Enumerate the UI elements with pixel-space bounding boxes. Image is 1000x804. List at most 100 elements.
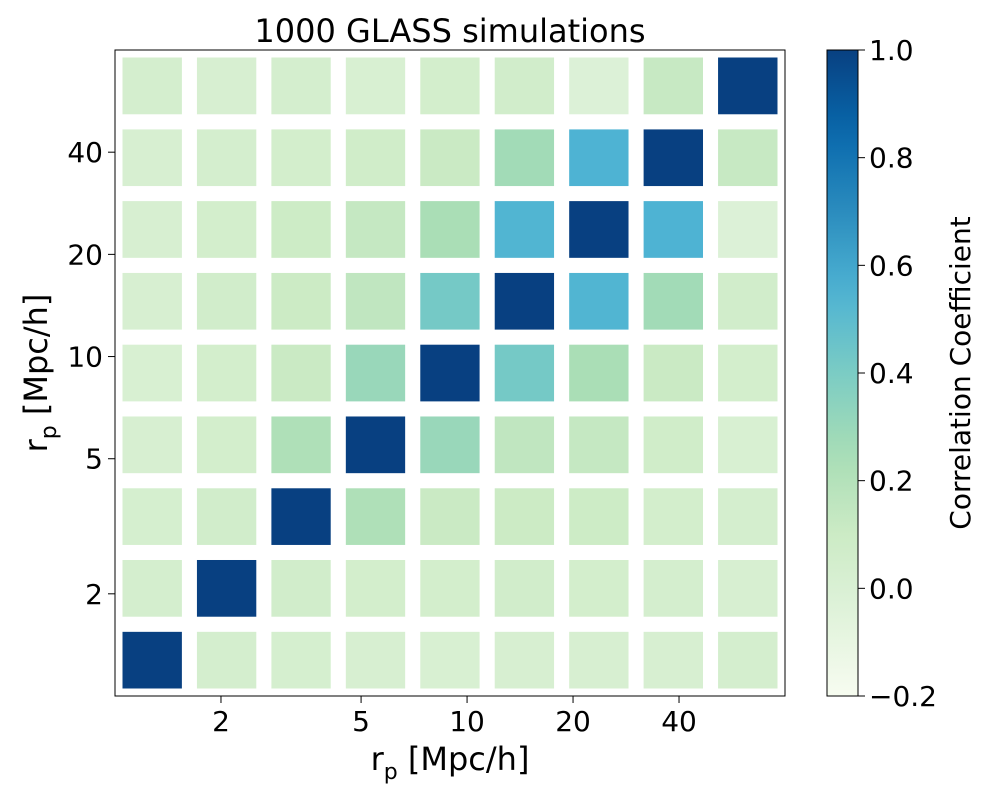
colorbar-tick-label: 0.0 — [869, 572, 914, 605]
colorbar-tick-label: 0.4 — [869, 357, 914, 390]
heatmap-cell — [181, 186, 272, 273]
heatmap-cell — [405, 473, 495, 560]
heatmap-cell — [703, 473, 793, 560]
heatmap-cell — [181, 114, 272, 202]
heatmap-cell — [330, 544, 421, 632]
heatmap-cell — [479, 473, 570, 560]
heatmap-cell — [628, 42, 719, 130]
heatmap-cell — [405, 329, 495, 417]
heatmap-cell — [405, 544, 495, 632]
heatmap-cell — [628, 114, 719, 202]
y-axis: 2 5 10 20 40 — [67, 136, 115, 611]
heatmap-cell — [479, 257, 570, 345]
heatmap-cell — [181, 401, 272, 489]
x-tick-label: 20 — [555, 705, 591, 738]
heatmap-cell — [703, 544, 793, 632]
heatmap-cell — [107, 42, 197, 130]
heatmap-cell — [554, 473, 644, 560]
heatmap-cell — [107, 114, 197, 202]
heatmap-cell — [703, 257, 793, 345]
heatmap-cells — [107, 42, 793, 704]
heatmap-cell — [107, 401, 197, 489]
heatmap-cell — [330, 186, 421, 273]
colorbar-tick-label: 0.8 — [869, 142, 914, 175]
heatmap-cell — [330, 114, 421, 202]
y-tick-label: 2 — [85, 578, 103, 611]
heatmap-cell — [554, 186, 644, 273]
heatmap-cell — [554, 42, 644, 130]
x-tick-label: 5 — [352, 705, 370, 738]
heatmap-cell — [703, 186, 793, 273]
heatmap-cell — [479, 401, 570, 489]
heatmap-cell — [256, 329, 346, 417]
heatmap-cell — [256, 186, 346, 273]
colorbar-tick-label: −0.2 — [869, 680, 937, 713]
heatmap-cell — [330, 257, 421, 345]
heatmap-cell — [330, 401, 421, 489]
y-tick-label: 40 — [67, 136, 103, 169]
heatmap-cell — [628, 616, 719, 704]
x-axis: 2 5 10 20 40 — [212, 696, 697, 738]
heatmap-cell — [628, 473, 719, 560]
heatmap-cell — [405, 257, 495, 345]
heatmap-cell — [330, 616, 421, 704]
heatmap-cell — [628, 544, 719, 632]
heatmap-cell — [107, 257, 197, 345]
colorbar-ticks: −0.2 0.0 0.2 0.4 0.6 0.8 1.0 — [858, 34, 937, 713]
heatmap-cell — [330, 42, 421, 130]
x-tick-label: 2 — [212, 705, 230, 738]
heatmap-cell — [554, 401, 644, 489]
heatmap-cell — [628, 401, 719, 489]
y-tick-label: 10 — [67, 341, 103, 374]
heatmap-cell — [405, 186, 495, 273]
heatmap-cell — [554, 329, 644, 417]
heatmap-cell — [479, 616, 570, 704]
x-tick-label: 10 — [449, 705, 485, 738]
heatmap-cell — [181, 329, 272, 417]
heatmap-cell — [703, 42, 793, 130]
heatmap-cell — [256, 42, 346, 130]
heatmap-cell — [256, 114, 346, 202]
colorbar-tick-label: 1.0 — [869, 34, 914, 67]
heatmap-cell — [405, 616, 495, 704]
y-axis-label: rp [Mpc/h] — [17, 294, 62, 453]
heatmap-cell — [479, 114, 570, 202]
heatmap-cell — [330, 329, 421, 417]
heatmap-cell — [107, 473, 197, 560]
heatmap-cell — [628, 329, 719, 417]
heatmap-cell — [330, 473, 421, 560]
heatmap-cell — [628, 257, 719, 345]
heatmap-cell — [479, 186, 570, 273]
heatmap-cell — [554, 544, 644, 632]
heatmap-cell — [628, 186, 719, 273]
heatmap-cell — [479, 544, 570, 632]
heatmap-cell — [256, 616, 346, 704]
heatmap-cell — [703, 401, 793, 489]
heatmap-cell — [256, 544, 346, 632]
y-tick-label: 20 — [67, 238, 103, 271]
heatmap-cell — [405, 114, 495, 202]
x-axis-label: rp [Mpc/h] — [371, 740, 530, 785]
plot-frame — [114, 49, 786, 697]
heatmap-cell — [107, 186, 197, 273]
heatmap-cell — [256, 473, 346, 560]
heatmap-cell — [703, 114, 793, 202]
heatmap-cell — [181, 257, 272, 345]
heatmap-cell — [554, 616, 644, 704]
heatmap-cell — [703, 616, 793, 704]
heatmap-cell — [405, 42, 495, 130]
heatmap-cell — [181, 544, 272, 632]
colorbar — [826, 49, 859, 697]
y-tick-label: 5 — [85, 443, 103, 476]
x-tick-label: 40 — [661, 705, 697, 738]
heatmap-cell — [107, 329, 197, 417]
heatmap-cell — [107, 544, 197, 632]
heatmap-cell — [181, 616, 272, 704]
heatmap-cell — [554, 114, 644, 202]
heatmap-cell — [107, 616, 197, 704]
colorbar-label: Correlation Coefficient — [944, 216, 977, 529]
heatmap-cell — [181, 42, 272, 130]
heatmap-cell — [181, 473, 272, 560]
